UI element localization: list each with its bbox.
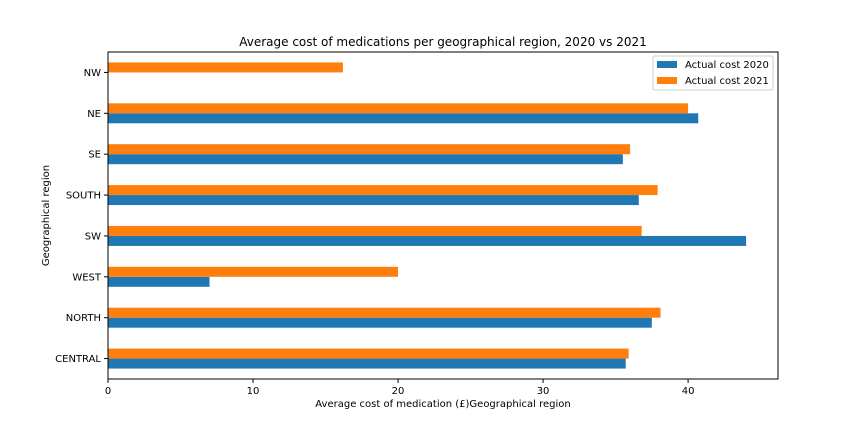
bar-west-2020	[108, 276, 210, 287]
y-tick-label: NORTH	[66, 313, 101, 324]
y-tick-label: NW	[84, 68, 101, 79]
x-tick-label: 40	[682, 386, 695, 397]
plot-area-frame	[107, 51, 779, 380]
y-tick-label: SW	[85, 231, 101, 242]
bars-group	[108, 62, 747, 369]
chart-title: Average cost of medications per geograph…	[239, 35, 647, 49]
legend-label-2021: Actual cost 2021	[685, 76, 769, 87]
bar-nw-2021	[108, 62, 343, 73]
legend-swatch-2020	[657, 61, 677, 68]
bar-sw-2020	[108, 235, 747, 246]
bar-sw-2021	[108, 225, 642, 236]
bar-se-2020	[108, 154, 623, 165]
x-axis-label: Average cost of medication (£)Geographic…	[315, 399, 570, 410]
x-tick-label: 30	[537, 386, 550, 397]
x-tick-label: 0	[105, 386, 111, 397]
x-axis: 0 10 20 30 40	[105, 379, 695, 397]
x-tick-label: 10	[247, 386, 260, 397]
y-tick-label: NE	[87, 109, 101, 120]
y-tick-label: SE	[88, 150, 101, 161]
y-axis: CENTRAL NORTH WEST SW SOUTH SE NE NW	[55, 68, 108, 365]
y-tick-label: CENTRAL	[55, 354, 101, 365]
y-axis-label: Geographical region	[41, 165, 52, 266]
legend-label-2020: Actual cost 2020	[685, 60, 769, 71]
bar-central-2020	[108, 358, 626, 369]
bar-central-2021	[108, 348, 629, 359]
legend-frame	[652, 55, 774, 91]
bar-south-2021	[108, 185, 658, 196]
legend: Actual cost 2020 Actual cost 2021	[652, 55, 774, 91]
y-tick-label: SOUTH	[66, 191, 101, 202]
bar-north-2020	[108, 317, 652, 328]
bar-west-2021	[108, 266, 399, 277]
x-tick-label: 20	[392, 386, 405, 397]
legend-swatch-2021	[657, 77, 677, 84]
bar-ne-2020	[108, 113, 699, 124]
bar-se-2021	[108, 144, 631, 155]
bar-south-2020	[108, 195, 639, 206]
bar-ne-2021	[108, 103, 689, 114]
y-tick-label: WEST	[72, 272, 102, 283]
bar-north-2021	[108, 307, 661, 318]
